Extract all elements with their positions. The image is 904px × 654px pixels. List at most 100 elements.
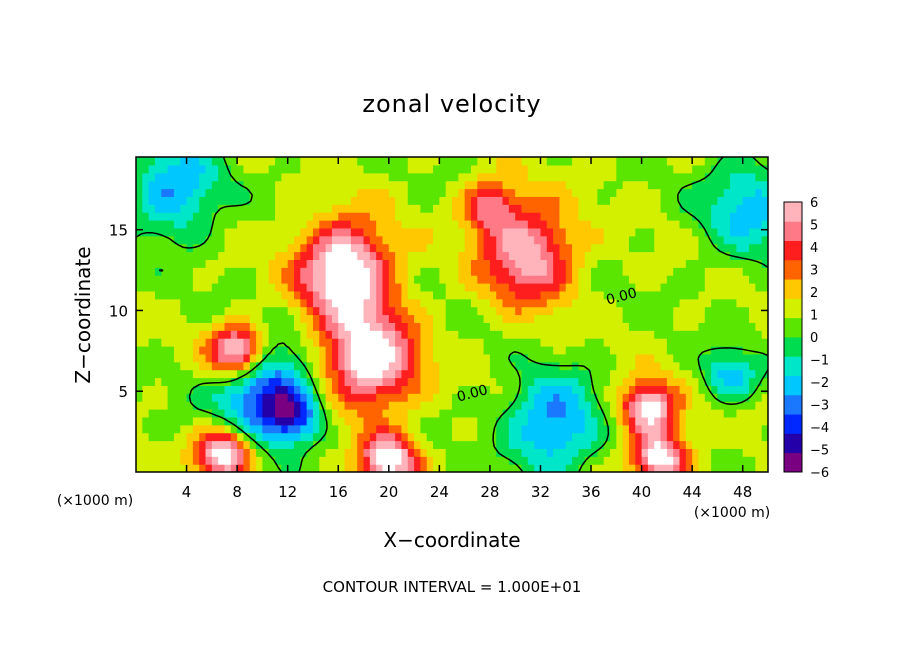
- heatmap-cell: [685, 393, 693, 402]
- heatmap-cell: [572, 188, 579, 197]
- heatmap-cell: [325, 275, 333, 284]
- heatmap-cell: [331, 235, 339, 245]
- heatmap-cell: [622, 448, 630, 457]
- heatmap-cell: [452, 251, 459, 260]
- heatmap-cell: [755, 409, 763, 418]
- heatmap-cell: [433, 180, 440, 190]
- heatmap-cell: [736, 267, 744, 276]
- heatmap-cell: [237, 212, 245, 221]
- heatmap-cell: [262, 157, 270, 166]
- heatmap-cell: [559, 172, 567, 182]
- heatmap-cell: [325, 330, 333, 339]
- heatmap-cell: [452, 385, 459, 394]
- heatmap-cell: [319, 314, 327, 323]
- heatmap-cell: [742, 243, 750, 253]
- heatmap-cell: [540, 393, 548, 402]
- heatmap-cell: [395, 196, 403, 205]
- heatmap-cell: [205, 314, 213, 323]
- heatmap-cell: [426, 283, 434, 292]
- heatmap-cell: [306, 251, 314, 260]
- heatmap-cell: [154, 204, 162, 213]
- heatmap-cell: [761, 377, 768, 386]
- heatmap-cell: [357, 346, 365, 355]
- heatmap-cell: [414, 409, 421, 418]
- heatmap-cell: [508, 393, 516, 402]
- heatmap-cell: [180, 220, 188, 229]
- heatmap-cell: [262, 416, 270, 426]
- heatmap-cell: [350, 275, 358, 284]
- heatmap-cell: [527, 188, 535, 197]
- heatmap-cell: [199, 251, 207, 260]
- heatmap-cell: [338, 464, 346, 472]
- heatmap-cell: [407, 322, 415, 331]
- heatmap-cell: [572, 243, 579, 253]
- heatmap-cell: [205, 456, 213, 465]
- heatmap-cell: [268, 409, 276, 418]
- heatmap-cell: [211, 314, 219, 323]
- heatmap-cell: [331, 251, 339, 260]
- heatmap-cell: [610, 290, 617, 300]
- heatmap-cell: [597, 432, 605, 442]
- heatmap-cell: [439, 346, 447, 355]
- heatmap-cell: [540, 416, 548, 426]
- heatmap-cell: [262, 464, 270, 472]
- heatmap-cell: [211, 409, 219, 418]
- heatmap-cell: [723, 290, 731, 300]
- heatmap-cell: [761, 401, 768, 410]
- heatmap-cell: [382, 204, 390, 213]
- heatmap-cell: [230, 235, 238, 245]
- heatmap-cell: [723, 283, 731, 292]
- heatmap-cell: [167, 290, 175, 300]
- heatmap-cell: [199, 424, 207, 434]
- heatmap-cell: [508, 377, 516, 386]
- heatmap-cell: [218, 180, 226, 190]
- heatmap-cell: [344, 330, 352, 339]
- heatmap-cell: [736, 259, 744, 268]
- heatmap-cell: [711, 290, 719, 300]
- heatmap-cell: [338, 416, 346, 426]
- heatmap-cell: [199, 220, 207, 229]
- heatmap-cell: [521, 330, 529, 339]
- heatmap-cell: [647, 456, 655, 465]
- heatmap-cell: [654, 385, 662, 394]
- heatmap-cell: [376, 440, 384, 449]
- heatmap-cell: [136, 267, 143, 276]
- heatmap-cell: [628, 369, 636, 379]
- heatmap-cell: [641, 409, 649, 418]
- heatmap-cell: [300, 196, 308, 205]
- heatmap-cell: [439, 306, 447, 316]
- heatmap-cell: [730, 338, 737, 347]
- heatmap-cell: [338, 290, 346, 300]
- heatmap-cell: [414, 432, 421, 442]
- heatmap-cell: [173, 251, 181, 260]
- heatmap-cell: [249, 448, 257, 457]
- heatmap-cell: [243, 275, 251, 284]
- heatmap-cell: [173, 164, 181, 174]
- heatmap-cell: [395, 298, 403, 308]
- heatmap-cell: [350, 283, 358, 292]
- heatmap-cell: [445, 157, 453, 166]
- heatmap-cell: [761, 188, 768, 197]
- heatmap-cell: [685, 353, 693, 363]
- heatmap-cell: [369, 401, 377, 410]
- heatmap-cell: [546, 306, 554, 316]
- heatmap-cell: [755, 432, 763, 442]
- heatmap-cell: [464, 196, 472, 205]
- heatmap-cell: [136, 432, 143, 442]
- heatmap-cell: [230, 401, 238, 410]
- heatmap-cell: [515, 157, 523, 166]
- heatmap-cell: [344, 346, 352, 355]
- colorbar-swatch: [784, 356, 802, 376]
- heatmap-cell: [426, 259, 434, 268]
- heatmap-cell: [350, 338, 358, 347]
- heatmap-cell: [376, 393, 384, 402]
- heatmap-cell: [584, 424, 592, 434]
- heatmap-cell: [540, 385, 548, 394]
- heatmap-cell: [647, 314, 655, 323]
- heatmap-cell: [679, 251, 687, 260]
- heatmap-cell: [433, 338, 440, 347]
- heatmap-cell: [452, 172, 459, 182]
- heatmap-cell: [199, 243, 207, 253]
- heatmap-cell: [673, 338, 681, 347]
- heatmap-cell: [749, 456, 756, 465]
